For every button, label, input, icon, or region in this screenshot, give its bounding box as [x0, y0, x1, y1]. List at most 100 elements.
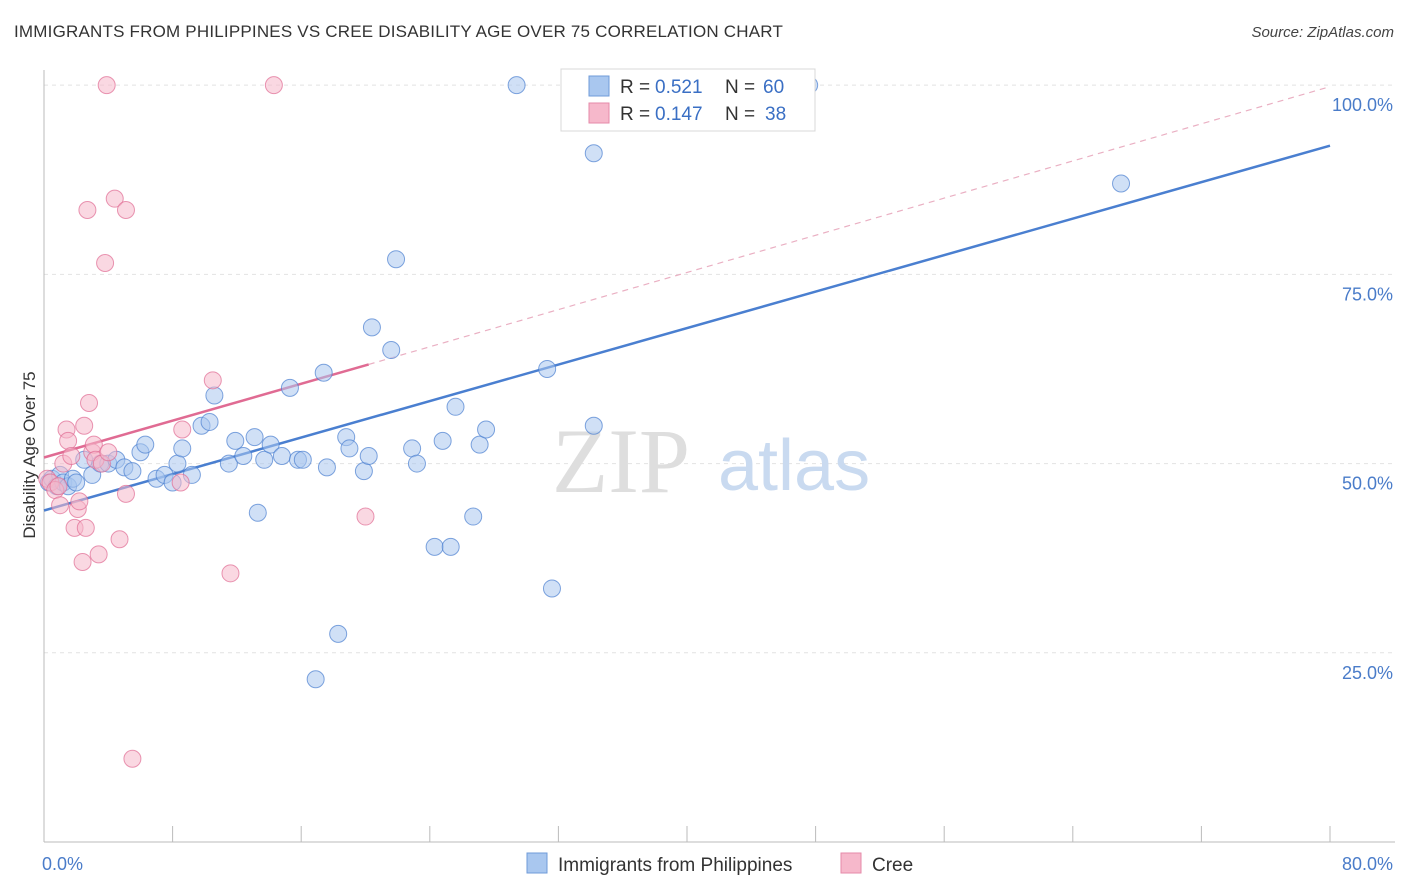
point-philippines-38 [314, 363, 333, 382]
point-philippines-36 [293, 450, 312, 469]
legend-r-value-1: 0.521 [655, 77, 703, 98]
point-philippines-14 [123, 462, 142, 481]
point-philippines-52 [441, 537, 460, 556]
x-tick-label-min: 0.0% [42, 854, 83, 874]
legend-swatch-philippines [588, 75, 610, 97]
point-philippines-47 [387, 250, 406, 269]
point-cree-29 [171, 473, 190, 492]
legend-swatch-cree [588, 102, 610, 124]
point-philippines-40 [329, 624, 348, 643]
bottom-legend-swatch-philippines [526, 852, 548, 874]
point-philippines-39 [317, 458, 336, 477]
point-philippines-59 [584, 144, 603, 163]
point-cree-33 [264, 76, 283, 95]
gridlines [44, 84, 1395, 654]
point-philippines-34 [280, 378, 299, 397]
point-philippines-63 [1112, 174, 1131, 193]
point-philippines-29 [245, 428, 264, 447]
point-philippines-25 [205, 386, 224, 405]
watermark-atlas: atlas [718, 426, 870, 506]
point-cree-15 [78, 201, 97, 220]
watermark-zip: ZIP [552, 410, 690, 512]
point-cree-27 [116, 201, 135, 220]
legend-n-label-2: N = [725, 104, 755, 125]
y-tick-label-100: 100.0% [1332, 95, 1393, 115]
stats-legend: R = 0.521 N = 60 R = 0.147 N = 38 [560, 68, 816, 132]
point-philippines-46 [382, 341, 401, 360]
point-philippines-20 [168, 454, 187, 473]
point-cree-31 [203, 371, 222, 390]
point-philippines-27 [226, 431, 245, 450]
legend-r-value-2: 0.147 [655, 104, 703, 125]
point-philippines-33 [272, 447, 291, 465]
data-points [38, 76, 1131, 768]
x-tick-labels: 0.0% 80.0% [42, 854, 1393, 874]
point-philippines-61 [542, 579, 561, 598]
legend-r-label-2: R = [620, 104, 650, 125]
series-legend: Immigrants from Philippines Cree [526, 852, 913, 876]
point-philippines-16 [136, 435, 155, 454]
bottom-legend-label-cree: Cree [872, 855, 913, 876]
point-cree-23 [97, 76, 116, 95]
legend-n-value-2: 38 [765, 104, 786, 125]
point-philippines-56 [477, 420, 496, 439]
legend-r-label-1: R = [620, 77, 650, 98]
trend-line-philippines [43, 144, 1331, 512]
point-philippines-32 [261, 435, 280, 454]
point-cree-14 [76, 518, 95, 537]
point-philippines-58 [538, 359, 557, 378]
point-philippines-37 [306, 670, 325, 689]
y-axis-title: Disability Age Over 75 [20, 371, 39, 538]
point-cree-28 [116, 484, 135, 503]
y-tick-label-50: 50.0% [1342, 474, 1393, 494]
point-philippines-24 [200, 412, 219, 431]
point-philippines-44 [359, 447, 378, 465]
point-cree-20 [89, 545, 108, 564]
y-tick-label-75: 75.0% [1342, 284, 1393, 304]
point-philippines-45 [362, 318, 381, 337]
point-philippines-31 [255, 450, 274, 469]
point-philippines-49 [407, 454, 426, 473]
point-cree-32 [221, 564, 240, 583]
point-cree-34 [356, 507, 375, 526]
point-philippines-43 [354, 462, 373, 481]
point-cree-8 [62, 447, 81, 465]
point-cree-12 [73, 552, 92, 571]
point-philippines-21 [173, 439, 192, 458]
point-cree-7 [59, 431, 78, 450]
source-label: Source: ZipAtlas.com [1251, 24, 1394, 41]
bottom-legend-swatch-cree [840, 852, 862, 874]
x-tick-label-max: 80.0% [1342, 854, 1393, 874]
point-philippines-42 [340, 439, 359, 458]
point-cree-35 [123, 749, 142, 768]
axes [43, 70, 1395, 843]
point-philippines-53 [446, 397, 465, 416]
legend-n-value-1: 60 [763, 77, 784, 98]
point-cree-22 [96, 254, 115, 272]
point-philippines-60 [584, 416, 603, 435]
point-cree-4 [51, 496, 70, 515]
point-philippines-30 [248, 503, 267, 522]
point-philippines-7 [67, 473, 86, 492]
watermark: ZIP atlas [552, 410, 870, 512]
point-cree-24 [99, 443, 118, 462]
y-tick-labels: 25.0% 50.0% 75.0% 100.0% [1332, 95, 1393, 683]
point-cree-25 [105, 189, 124, 208]
point-cree-30 [173, 420, 192, 439]
point-cree-26 [110, 530, 129, 549]
point-cree-13 [75, 416, 94, 435]
point-philippines-54 [464, 507, 483, 526]
point-philippines-55 [470, 435, 489, 454]
point-philippines-57 [507, 76, 526, 95]
point-philippines-28 [234, 447, 253, 465]
point-philippines-26 [219, 454, 238, 473]
point-philippines-50 [425, 537, 444, 556]
point-philippines-48 [403, 439, 422, 458]
point-cree-11 [70, 492, 89, 511]
bottom-legend-label-philippines: Immigrants from Philippines [558, 855, 792, 876]
legend-n-label-1: N = [725, 77, 755, 98]
point-cree-16 [80, 394, 99, 413]
y-tick-label-25: 25.0% [1342, 663, 1393, 683]
point-cree-3 [49, 477, 68, 496]
